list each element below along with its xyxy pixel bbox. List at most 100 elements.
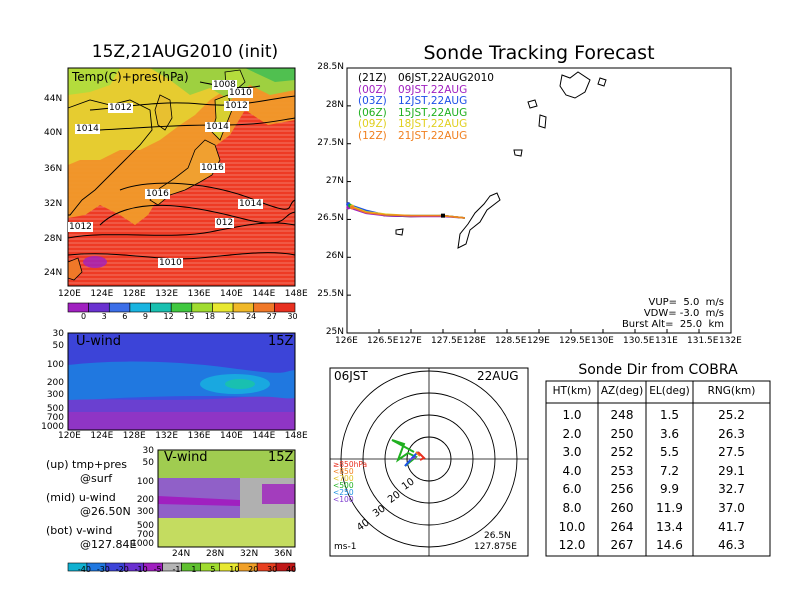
pressure-label: 200 xyxy=(136,495,154,505)
pressure-label: 50 xyxy=(142,458,154,468)
note-bot: (bot) v-wind xyxy=(46,524,113,537)
colorbar-label: -30 xyxy=(96,565,110,574)
surface-colorbar xyxy=(67,302,296,313)
table-cell: 41.7 xyxy=(718,519,745,534)
isobar-label: 1014 xyxy=(75,124,100,134)
pressure-label: 1000 xyxy=(131,539,154,549)
legend-code: (21Z) xyxy=(358,72,387,84)
lat-label: 24N xyxy=(44,268,63,278)
table-cell: 29.1 xyxy=(718,463,745,478)
track-title: Sonde Tracking Forecast xyxy=(423,42,655,64)
pressure-label: 700 xyxy=(136,530,154,540)
lat-label: 25.5N xyxy=(317,289,344,300)
colorbar-label: 15 xyxy=(184,312,195,321)
table-cell: 37.0 xyxy=(718,501,745,515)
colorbar-label: 12 xyxy=(163,312,174,321)
lat-label: 28N xyxy=(44,234,63,244)
lat-label: 28N xyxy=(325,99,344,110)
legend-label: 09JST,22AUG xyxy=(398,83,468,96)
table-cell: 46.3 xyxy=(718,538,745,553)
surface-map xyxy=(67,67,296,287)
table-header: HT(km) xyxy=(552,385,592,397)
pressure-label: 30 xyxy=(52,329,64,339)
lon-label: 132E xyxy=(155,289,179,299)
sonde-table-title: Sonde Dir from COBRA xyxy=(578,362,738,378)
colorbar-swatch xyxy=(191,302,213,313)
lat-label: 27.5N xyxy=(317,137,344,148)
lat-label: 40N xyxy=(44,128,63,138)
pressure-label: 1000 xyxy=(41,422,64,432)
table-cell: 248 xyxy=(610,408,634,422)
lon-label: 127.5E xyxy=(431,336,463,346)
lon-label: 120E xyxy=(58,289,81,299)
note-bot2: @127.84E xyxy=(80,538,137,551)
table-cell: 32.7 xyxy=(718,482,745,497)
left-map-title: 15Z,21AUG2010 (init) xyxy=(91,42,279,62)
lat-label: 26N xyxy=(325,251,344,262)
colorbar-label: 24 xyxy=(246,312,257,321)
pressure-label: 300 xyxy=(136,507,154,517)
lon-label: 124E xyxy=(90,431,114,441)
uwind-panel xyxy=(67,332,296,431)
polar-lat: 26.5N xyxy=(484,531,511,541)
polar-units: ms-1 xyxy=(334,542,357,552)
track-map xyxy=(346,67,732,334)
lon-label: 130E xyxy=(591,336,614,346)
colorbar-swatch xyxy=(232,302,255,313)
vwind-panel xyxy=(157,449,296,548)
lon-label: 132E xyxy=(719,336,742,346)
isobar-label: 1012 xyxy=(68,222,93,232)
track-axes xyxy=(346,67,732,334)
lat-label: 28N xyxy=(206,549,225,559)
legend-label: 06JST,22AUG2010 xyxy=(398,72,494,84)
colorbar-label: -1 xyxy=(172,565,181,574)
polar-plot xyxy=(329,367,529,557)
table-cell: 1.5 xyxy=(659,408,680,422)
lon-label: 131E xyxy=(655,336,678,346)
legend-label: 15JST,22AUG xyxy=(398,106,468,119)
sonde-param: VDW= -3.0 m/s xyxy=(643,308,724,319)
lon-label: 144E xyxy=(252,289,276,299)
colorbar-label: 0 xyxy=(81,312,87,321)
lon-label: 128E xyxy=(122,431,146,441)
colorbar-label: -40 xyxy=(77,565,91,574)
colorbar-swatch xyxy=(275,562,296,572)
note-up2: @surf xyxy=(80,472,113,485)
colorbar-label: 27 xyxy=(266,312,277,321)
polar-legend-label: <250 xyxy=(333,488,354,497)
table-cell: 260 xyxy=(610,501,634,515)
pressure-label: 100 xyxy=(46,360,64,370)
lon-label: 128.5E xyxy=(495,336,527,346)
track-end-point xyxy=(350,205,355,210)
colorbar-label: 20 xyxy=(248,565,259,574)
lat-label: 32N xyxy=(44,199,63,209)
table-cell: 256 xyxy=(610,482,634,497)
lon-label: 128E xyxy=(463,336,486,346)
polar-lon: 127.875E xyxy=(474,542,517,552)
lon-label: 136E xyxy=(187,289,211,299)
isobar-label: 1012 xyxy=(224,101,249,111)
lon-label: 126.5E xyxy=(367,336,399,346)
table-cell: 4.0 xyxy=(562,463,582,478)
lon-label: 130.5E xyxy=(623,336,655,346)
table-cell: 12.0 xyxy=(558,538,586,553)
pressure-label: 100 xyxy=(136,477,154,487)
table-cell: 25.2 xyxy=(718,408,745,422)
table-cell: 2.0 xyxy=(562,426,582,441)
wind-colorbar xyxy=(67,562,296,572)
table-cell: 252 xyxy=(610,445,634,460)
launch-marker xyxy=(441,213,445,218)
colorbar-label: 6 xyxy=(122,312,128,321)
colorbar-label: 18 xyxy=(204,312,215,321)
table-cell: 3.6 xyxy=(659,426,680,441)
isobar-label: 012 xyxy=(215,218,235,228)
pressure-label: 50 xyxy=(52,341,64,351)
table-cell: 8.0 xyxy=(562,501,582,515)
isobar-label: 1016 xyxy=(200,163,225,173)
lon-label: 129.5E xyxy=(559,336,591,346)
lat-label: 36N xyxy=(274,549,293,559)
table-cell: 11.9 xyxy=(656,501,683,515)
polar-date: 22AUG xyxy=(477,369,519,383)
note-mid: (mid) u-wind xyxy=(46,491,116,504)
lon-label: 136E xyxy=(187,431,211,441)
